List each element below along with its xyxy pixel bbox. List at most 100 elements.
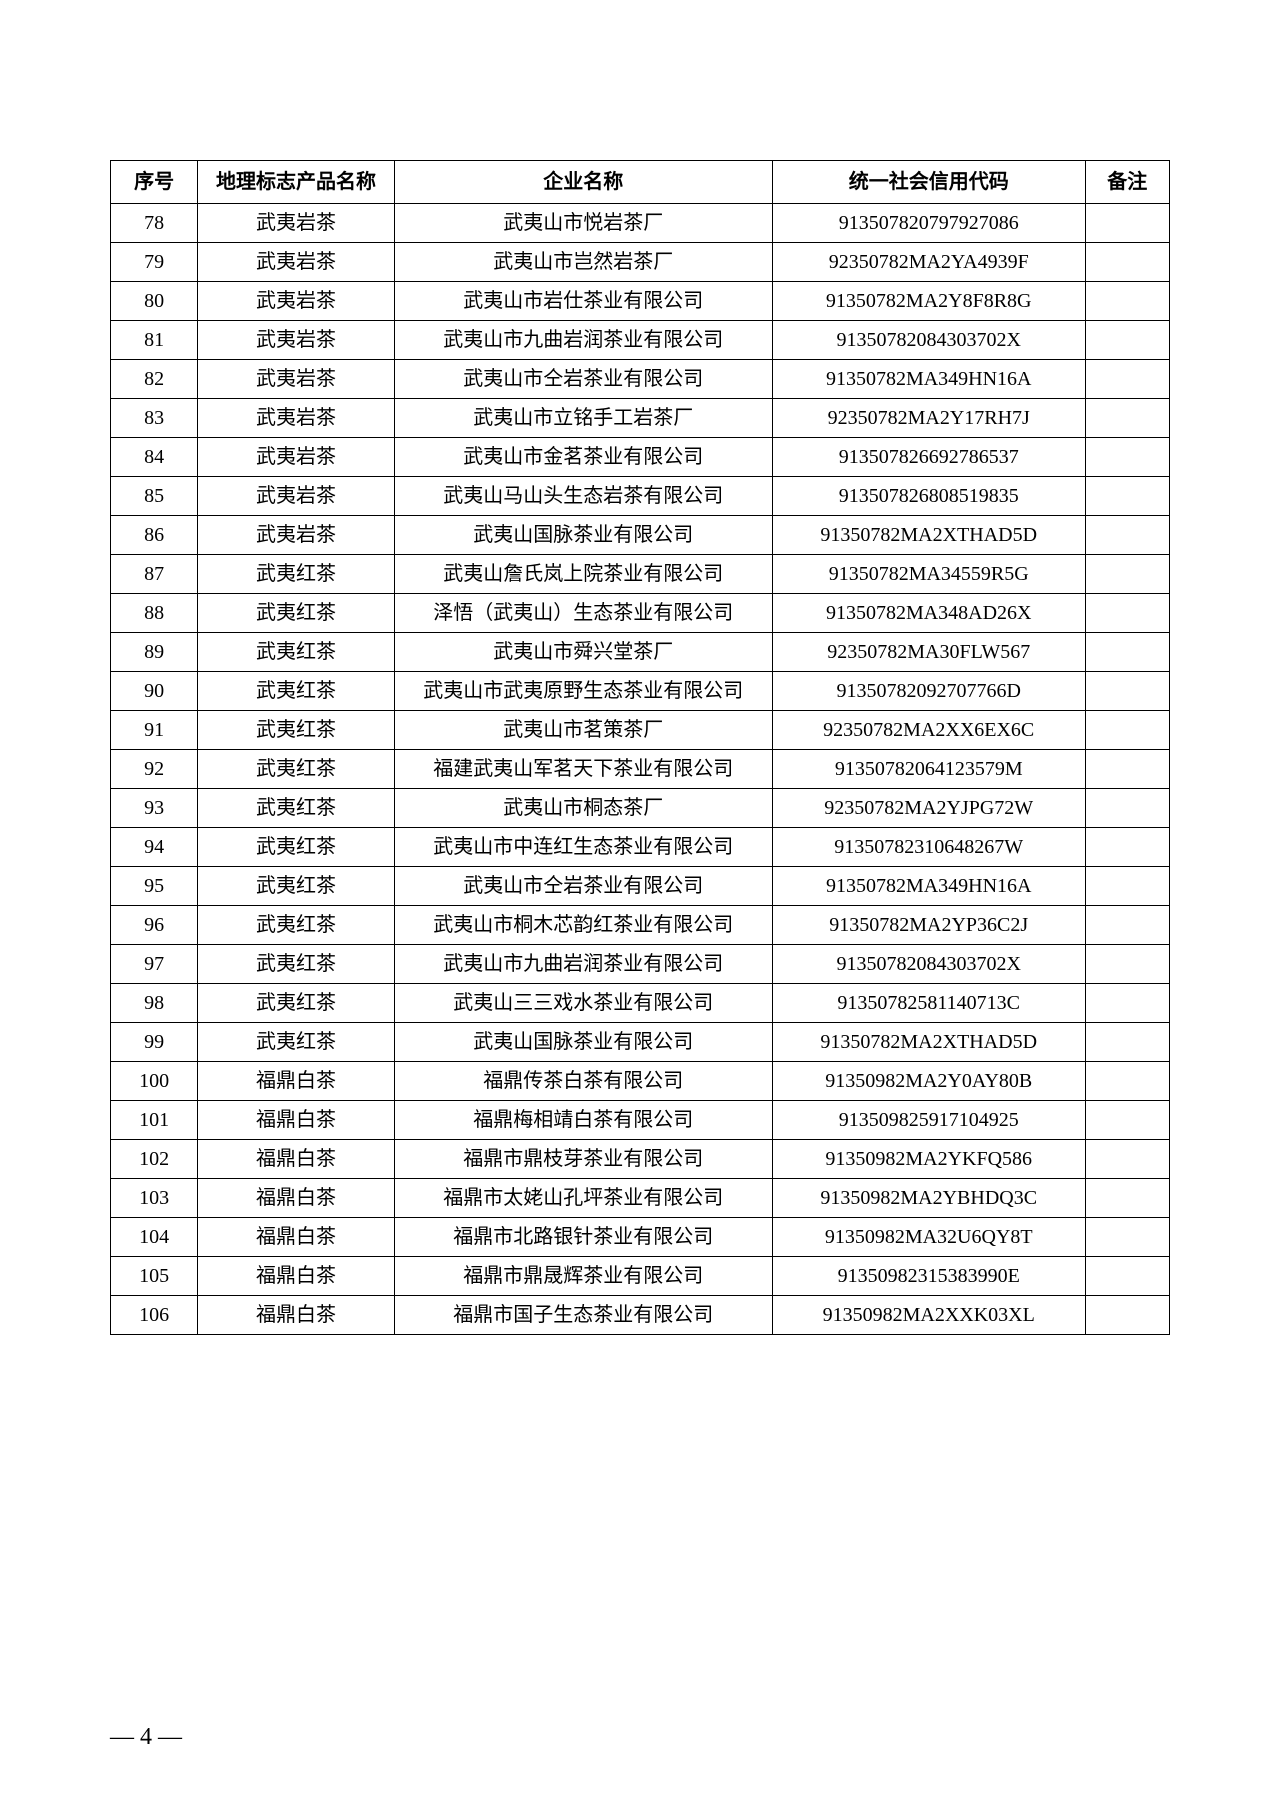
cell-note (1085, 594, 1169, 633)
table-row: 81武夷岩茶武夷山市九曲岩润茶业有限公司91350782084303702X (111, 321, 1170, 360)
table-row: 94武夷红茶武夷山市中连红生态茶业有限公司91350782310648267W (111, 828, 1170, 867)
table-row: 97武夷红茶武夷山市九曲岩润茶业有限公司91350782084303702X (111, 945, 1170, 984)
cell-product: 福鼎白茶 (198, 1218, 394, 1257)
cell-seq: 83 (111, 399, 198, 438)
cell-note (1085, 516, 1169, 555)
cell-company: 武夷山马山头生态岩茶有限公司 (394, 477, 772, 516)
cell-note (1085, 360, 1169, 399)
cell-product: 武夷岩茶 (198, 477, 394, 516)
cell-code: 91350782MA348AD26X (772, 594, 1085, 633)
cell-product: 武夷岩茶 (198, 438, 394, 477)
table-row: 99武夷红茶武夷山国脉茶业有限公司91350782MA2XTHAD5D (111, 1023, 1170, 1062)
cell-product: 福鼎白茶 (198, 1101, 394, 1140)
cell-company: 武夷山市中连红生态茶业有限公司 (394, 828, 772, 867)
cell-note (1085, 1140, 1169, 1179)
cell-product: 福鼎白茶 (198, 1257, 394, 1296)
cell-note (1085, 555, 1169, 594)
cell-code: 91350782MA349HN16A (772, 360, 1085, 399)
cell-code: 91350782MA349HN16A (772, 867, 1085, 906)
cell-company: 武夷山市金茗茶业有限公司 (394, 438, 772, 477)
cell-code: 91350782MA2Y8F8R8G (772, 282, 1085, 321)
table-row: 87武夷红茶武夷山詹氏岚上院茶业有限公司91350782MA34559R5G (111, 555, 1170, 594)
table-row: 85武夷岩茶武夷山马山头生态岩茶有限公司913507826808519835 (111, 477, 1170, 516)
cell-note (1085, 867, 1169, 906)
cell-company: 武夷山市九曲岩润茶业有限公司 (394, 321, 772, 360)
cell-code: 91350982MA2Y0AY80B (772, 1062, 1085, 1101)
cell-note (1085, 399, 1169, 438)
cell-note (1085, 1179, 1169, 1218)
cell-product: 武夷红茶 (198, 1023, 394, 1062)
cell-code: 91350782310648267W (772, 828, 1085, 867)
cell-note (1085, 984, 1169, 1023)
cell-note (1085, 1218, 1169, 1257)
header-code: 统一社会信用代码 (772, 161, 1085, 204)
cell-code: 91350782MA2XTHAD5D (772, 516, 1085, 555)
cell-note (1085, 906, 1169, 945)
table-body: 78武夷岩茶武夷山市悦岩茶厂91350782079792708679武夷岩茶武夷… (111, 204, 1170, 1335)
table-row: 101福鼎白茶福鼎梅相靖白茶有限公司913509825917104925 (111, 1101, 1170, 1140)
cell-code: 91350782092707766D (772, 672, 1085, 711)
cell-code: 91350782084303702X (772, 945, 1085, 984)
cell-seq: 90 (111, 672, 198, 711)
cell-product: 武夷岩茶 (198, 516, 394, 555)
cell-note (1085, 1023, 1169, 1062)
cell-product: 福鼎白茶 (198, 1140, 394, 1179)
cell-product: 武夷红茶 (198, 789, 394, 828)
cell-code: 92350782MA2XX6EX6C (772, 711, 1085, 750)
cell-code: 91350982MA2YKFQ586 (772, 1140, 1085, 1179)
cell-code: 91350782MA2XTHAD5D (772, 1023, 1085, 1062)
cell-seq: 85 (111, 477, 198, 516)
cell-seq: 103 (111, 1179, 198, 1218)
table-row: 82武夷岩茶武夷山市仝岩茶业有限公司91350782MA349HN16A (111, 360, 1170, 399)
cell-note (1085, 1062, 1169, 1101)
header-note: 备注 (1085, 161, 1169, 204)
table-row: 88武夷红茶泽悟（武夷山）生态茶业有限公司91350782MA348AD26X (111, 594, 1170, 633)
cell-seq: 79 (111, 243, 198, 282)
table-header-row: 序号 地理标志产品名称 企业名称 统一社会信用代码 备注 (111, 161, 1170, 204)
cell-code: 91350982MA2YBHDQ3C (772, 1179, 1085, 1218)
cell-product: 武夷红茶 (198, 633, 394, 672)
cell-company: 泽悟（武夷山）生态茶业有限公司 (394, 594, 772, 633)
cell-note (1085, 243, 1169, 282)
cell-product: 武夷红茶 (198, 750, 394, 789)
cell-company: 武夷山市岂然岩茶厂 (394, 243, 772, 282)
cell-company: 武夷山市悦岩茶厂 (394, 204, 772, 243)
cell-seq: 82 (111, 360, 198, 399)
cell-company: 武夷山市立铭手工岩茶厂 (394, 399, 772, 438)
cell-company: 福建武夷山军茗天下茶业有限公司 (394, 750, 772, 789)
cell-seq: 87 (111, 555, 198, 594)
cell-company: 福鼎市北路银针茶业有限公司 (394, 1218, 772, 1257)
cell-product: 武夷红茶 (198, 672, 394, 711)
cell-code: 91350782084303702X (772, 321, 1085, 360)
cell-company: 武夷山市舜兴堂茶厂 (394, 633, 772, 672)
cell-note (1085, 1296, 1169, 1335)
cell-seq: 100 (111, 1062, 198, 1101)
cell-product: 武夷岩茶 (198, 321, 394, 360)
cell-company: 武夷山市桐态茶厂 (394, 789, 772, 828)
table-row: 102福鼎白茶福鼎市鼎枝芽茶业有限公司91350982MA2YKFQ586 (111, 1140, 1170, 1179)
cell-code: 913507820797927086 (772, 204, 1085, 243)
cell-company: 武夷山国脉茶业有限公司 (394, 516, 772, 555)
cell-product: 武夷红茶 (198, 945, 394, 984)
cell-seq: 106 (111, 1296, 198, 1335)
cell-code: 91350782581140713C (772, 984, 1085, 1023)
header-product: 地理标志产品名称 (198, 161, 394, 204)
table-row: 106福鼎白茶福鼎市国子生态茶业有限公司91350982MA2XXK03XL (111, 1296, 1170, 1335)
cell-code: 913507826692786537 (772, 438, 1085, 477)
cell-note (1085, 1257, 1169, 1296)
cell-note (1085, 828, 1169, 867)
cell-company: 武夷山市武夷原野生态茶业有限公司 (394, 672, 772, 711)
cell-company: 武夷山市茗策茶厂 (394, 711, 772, 750)
cell-code: 91350782MA2YP36C2J (772, 906, 1085, 945)
cell-code: 92350782MA2YJPG72W (772, 789, 1085, 828)
cell-code: 92350782MA2YA4939F (772, 243, 1085, 282)
header-company: 企业名称 (394, 161, 772, 204)
cell-code: 91350982MA2XXK03XL (772, 1296, 1085, 1335)
table-row: 92武夷红茶福建武夷山军茗天下茶业有限公司91350782064123579M (111, 750, 1170, 789)
table-row: 84武夷岩茶武夷山市金茗茶业有限公司913507826692786537 (111, 438, 1170, 477)
cell-product: 武夷岩茶 (198, 360, 394, 399)
cell-seq: 94 (111, 828, 198, 867)
table-row: 95武夷红茶武夷山市仝岩茶业有限公司91350782MA349HN16A (111, 867, 1170, 906)
cell-note (1085, 438, 1169, 477)
table-row: 91武夷红茶武夷山市茗策茶厂92350782MA2XX6EX6C (111, 711, 1170, 750)
